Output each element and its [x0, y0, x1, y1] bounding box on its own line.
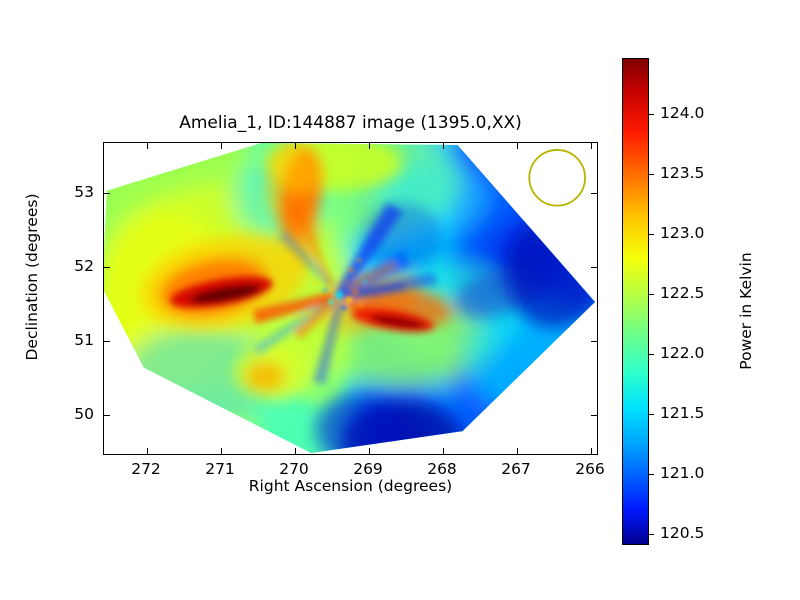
beam-size-circle — [528, 149, 586, 207]
ytick-mark — [104, 415, 110, 417]
xtick-mark-top — [517, 143, 519, 149]
ytick-mark-right — [591, 415, 597, 417]
xtick-mark — [221, 448, 223, 454]
colorbar-tick — [648, 234, 654, 236]
colorbar-tick-label: 120.5 — [660, 524, 705, 542]
ytick-label: 53 — [74, 183, 94, 201]
xtick-mark-top — [147, 143, 149, 149]
xtick-mark-top — [369, 143, 371, 149]
xtick-label: 272 — [131, 460, 161, 478]
xtick-mark-top — [443, 143, 445, 149]
colorbar-label: Power in Kelvin — [737, 252, 755, 370]
colorbar-tick-label: 123.0 — [660, 224, 705, 242]
xtick-mark — [517, 448, 519, 454]
colorbar-tick — [648, 534, 654, 536]
xtick-mark — [443, 448, 445, 454]
xtick-mark — [591, 448, 593, 454]
xtick-label: 266 — [575, 460, 605, 478]
colorbar-tick — [648, 414, 654, 416]
colorbar-tick — [648, 354, 654, 356]
xtick-mark — [369, 448, 371, 454]
colorbar-tick-label: 122.5 — [660, 284, 705, 302]
colorbar[interactable] — [622, 58, 654, 545]
xtick-mark-top — [591, 143, 593, 149]
ytick-mark — [104, 267, 110, 269]
xtick-label: 267 — [501, 460, 531, 478]
ytick-mark — [104, 341, 110, 343]
colorbar-tick-label: 122.0 — [660, 344, 705, 362]
ytick-mark-right — [591, 267, 597, 269]
xtick-mark-top — [221, 143, 223, 149]
colorbar-tick — [648, 474, 654, 476]
colorbar-gradient — [623, 59, 648, 544]
x-axis-label: Right Ascension (degrees) — [248, 477, 453, 495]
xtick-label: 271 — [205, 460, 235, 478]
ytick-label: 52 — [74, 257, 94, 275]
sky-map-axes[interactable] — [103, 142, 598, 455]
colorbar-tick — [648, 174, 654, 176]
xtick-label: 268 — [427, 460, 457, 478]
xtick-label: 270 — [279, 460, 309, 478]
colorbar-tick-label: 121.5 — [660, 404, 705, 422]
colorbar-tick-label: 121.0 — [660, 464, 705, 482]
xtick-mark — [295, 448, 297, 454]
ytick-label: 51 — [74, 331, 94, 349]
sky-map-image — [104, 143, 596, 454]
ytick-label: 50 — [74, 405, 94, 423]
xtick-mark-top — [295, 143, 297, 149]
colorbar-tick-label: 124.0 — [660, 104, 705, 122]
colorbar-tick — [648, 294, 654, 296]
y-axis-label: Declination (degrees) — [23, 193, 41, 361]
plot-title: Amelia_1, ID:144887 image (1395.0,XX) — [179, 113, 522, 133]
colorbar-tick — [648, 114, 654, 116]
xtick-mark — [147, 448, 149, 454]
ytick-mark-right — [591, 341, 597, 343]
ytick-mark — [104, 193, 110, 195]
xtick-label: 269 — [353, 460, 383, 478]
colorbar-tick-label: 123.5 — [660, 164, 705, 182]
ytick-mark-right — [591, 193, 597, 195]
